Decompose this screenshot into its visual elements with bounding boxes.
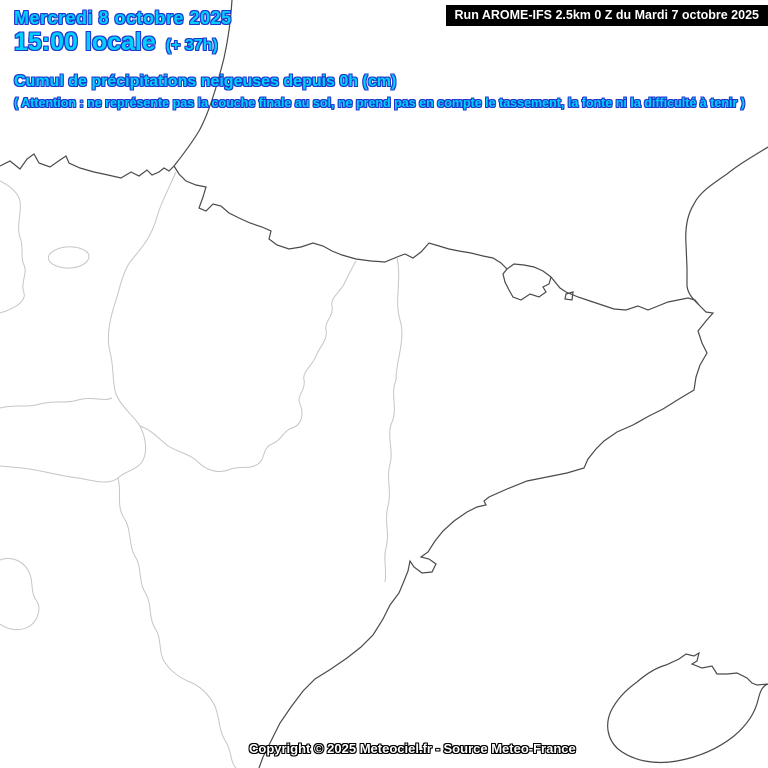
admin-border-trevino-enclave	[47, 246, 90, 269]
coastline-french-mediterranean	[685, 146, 768, 306]
forecast-date: Mercredi 8 octobre 2025	[14, 8, 232, 28]
admin-border-navarra-west	[0, 171, 177, 483]
admin-border-rioja	[0, 397, 113, 409]
admin-border-aragon-south	[117, 477, 237, 768]
map-warning-note: ( Attention : ne représente pas la couch…	[14, 96, 745, 110]
map-title: Cumul de précipitations neigeuses depuis…	[14, 73, 397, 90]
admin-border-southwest-blob	[0, 557, 40, 631]
copyright-notice: Copyright © 2025 Meteociel.fr - Source M…	[249, 741, 576, 756]
island-mallorca-south	[607, 681, 768, 764]
border-france-spain-east	[550, 276, 700, 311]
island-mallorca-north	[636, 651, 768, 686]
coastline-cantabrian-atlantic	[0, 0, 233, 179]
admin-border-navarra-east	[139, 260, 357, 473]
legend: 00.10.20.5123456789101520253040506070809…	[0, 680, 768, 750]
border-andorra	[502, 263, 552, 301]
admin-border-basque	[0, 180, 26, 314]
border-france-spain-west	[173, 165, 508, 270]
admin-border-aragon-catalonia	[384, 257, 403, 583]
forecast-time-row: 15:00 locale (+ 37h)	[14, 28, 218, 57]
admin-borders	[0, 171, 403, 768]
enclave-llivia	[564, 291, 574, 301]
coastline-catalonia-valencia	[258, 304, 715, 768]
forecast-hour-offset: (+ 37h)	[165, 37, 218, 54]
forecast-local-time: 15:00 locale	[14, 28, 156, 56]
model-run-info: Run AROME-IFS 2.5km 0 Z du Mardi 7 octob…	[445, 5, 768, 26]
